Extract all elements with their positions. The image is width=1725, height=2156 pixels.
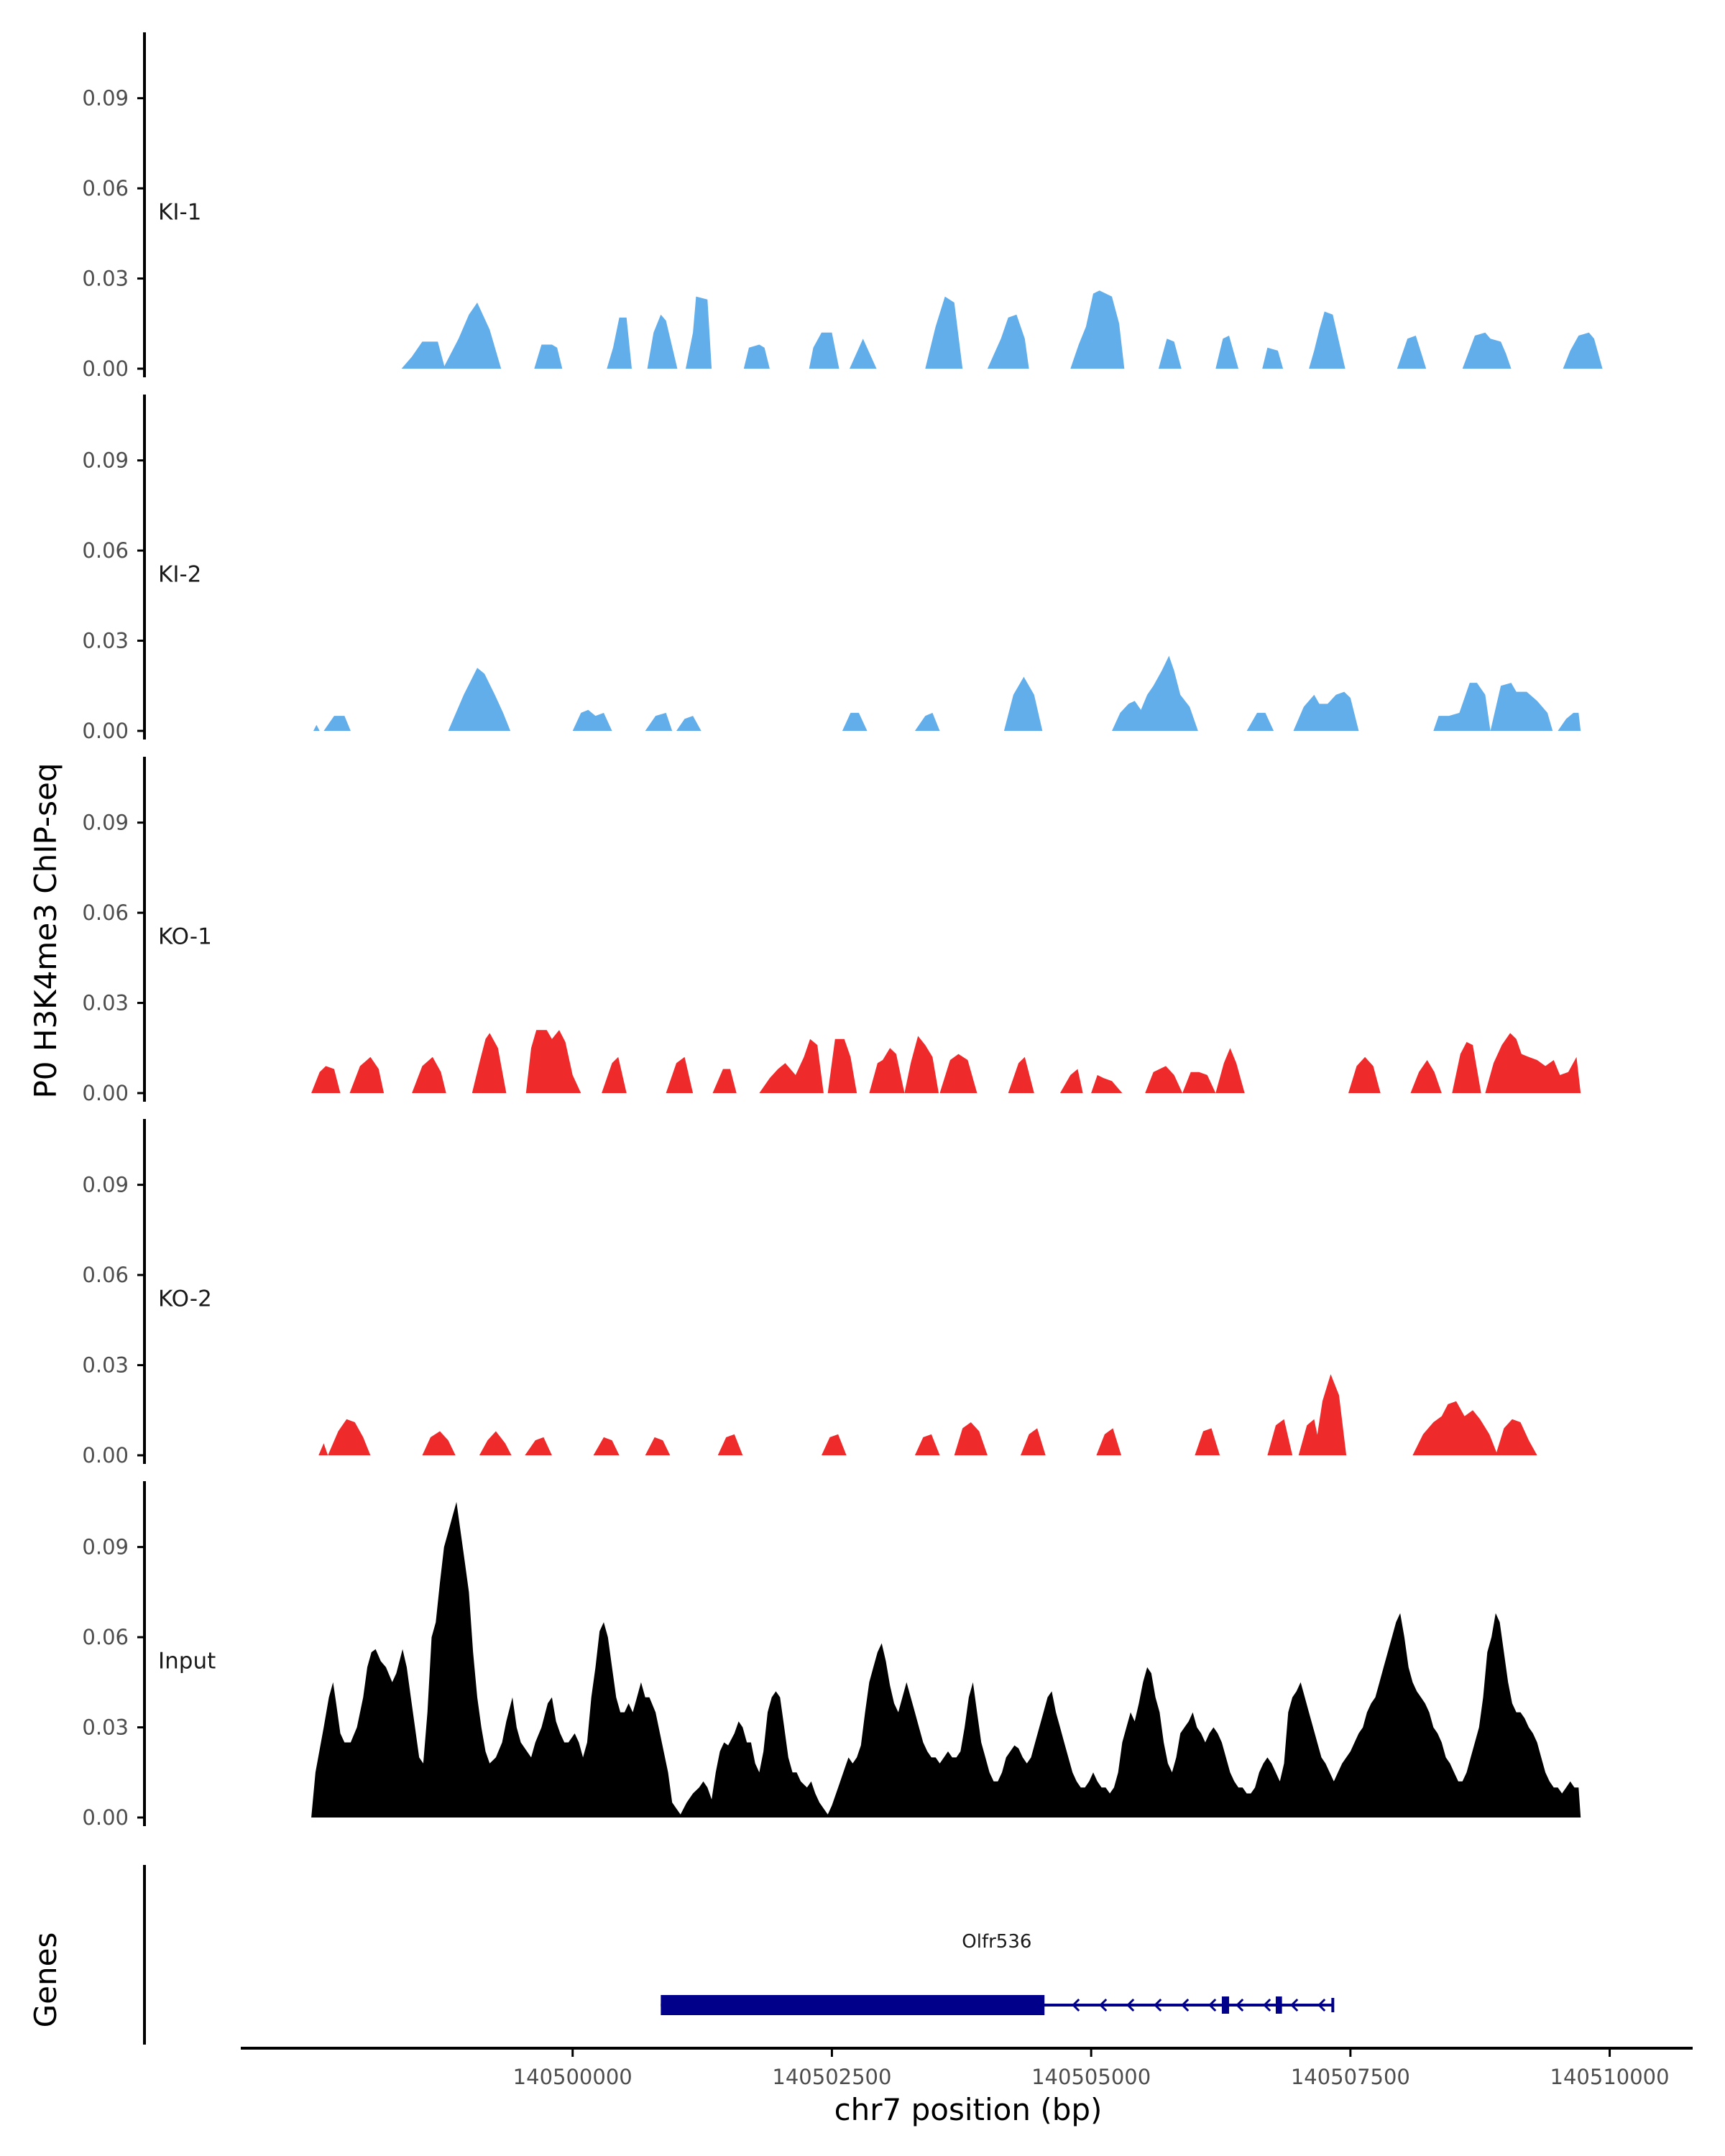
y-tick-label: 0.00 [82, 356, 129, 381]
strand-arrow [1208, 1998, 1217, 2012]
y-tick-label: 0.03 [82, 1715, 129, 1740]
y-tick-label: 0.00 [82, 1443, 129, 1468]
gene-exon [1221, 1996, 1230, 2014]
signal-area-ki-2 [313, 655, 1581, 731]
y-tick-label: 0.00 [82, 1805, 129, 1830]
signal-area-ko-1 [311, 1030, 1581, 1093]
signal-area-ko-2 [318, 1374, 1537, 1455]
track-ko-1: 0.00 0.03 0.06 0.09 KO-1 [82, 757, 1581, 1105]
track-label: Input [158, 1649, 216, 1674]
y-tick-label: 0.00 [82, 1081, 129, 1105]
track-ki-1: 0.00 0.03 0.06 0.09 KI-1 [82, 32, 1603, 381]
y-tick-label: 0.09 [82, 1173, 129, 1197]
y-tick-label: 0.03 [82, 991, 129, 1015]
strand-arrow [1154, 1998, 1162, 2012]
track-input: 0.00 0.03 0.06 0.09 Input [82, 1481, 1581, 1830]
y-tick-label: 0.06 [82, 538, 129, 563]
track-label: KI-2 [158, 562, 201, 588]
signal-area-input [311, 1501, 1581, 1818]
gene-name-label: Olfr536 [962, 1931, 1031, 1953]
y-tick-label: 0.00 [82, 719, 129, 743]
strand-arrow [1290, 1998, 1299, 2012]
gene-coding-block [661, 1995, 1045, 2015]
strand-arrow [1126, 1998, 1135, 2012]
strand-arrow [1072, 1998, 1080, 2012]
track-label: KI-1 [158, 200, 201, 226]
y-tick-label: 0.09 [82, 1535, 129, 1560]
track-label: KO-1 [158, 924, 212, 950]
track-ki-2: 0.00 0.03 0.06 0.09 KI-2 [82, 395, 1581, 743]
x-tick-label: 140500000 [513, 2065, 632, 2089]
y-axis-title: P0 H3K4me3 ChIP-seq [28, 763, 63, 1098]
x-tick-label: 140505000 [1031, 2065, 1151, 2089]
y-tick-label: 0.09 [82, 448, 129, 473]
gene-panel-title: Genes [28, 1932, 63, 2028]
x-axis-title: chr7 position (bp) [834, 2092, 1103, 2127]
y-tick-label: 0.09 [82, 86, 129, 111]
y-tick-label: 0.06 [82, 1263, 129, 1287]
x-tick-label: 140510000 [1550, 2065, 1670, 2089]
gene-exon [1275, 1996, 1282, 2014]
gene-panel: Olfr536 [143, 1865, 1335, 2045]
track-label: KO-2 [158, 1286, 212, 1312]
x-tick-label: 140502500 [772, 2065, 891, 2089]
strand-arrow [1181, 1998, 1190, 2012]
x-axis: 140500000 140502500 140505000 140507500 1405… [241, 2047, 1693, 2089]
y-tick-label: 0.06 [82, 1625, 129, 1649]
signal-area-ki-1 [401, 290, 1603, 369]
y-tick-label: 0.03 [82, 629, 129, 653]
y-tick-label: 0.09 [82, 811, 129, 835]
strand-arrow [1099, 1998, 1108, 2012]
strand-arrow [1236, 1998, 1244, 2012]
strand-arrow [1263, 1998, 1271, 2012]
y-tick-label: 0.03 [82, 267, 129, 291]
y-tick-label: 0.06 [82, 176, 129, 201]
y-tick-label: 0.06 [82, 900, 129, 925]
y-tick-label: 0.03 [82, 1353, 129, 1378]
strand-arrow [1317, 1998, 1326, 2012]
signal-tracks: 0.00 0.03 0.06 0.09 KI-1 0.00 0.03 0.06 0.09 KI-2… [82, 32, 1603, 1830]
x-tick-label: 140507500 [1291, 2065, 1410, 2089]
track-ko-2: 0.00 0.03 0.06 0.09 KO-2 [82, 1119, 1537, 1468]
